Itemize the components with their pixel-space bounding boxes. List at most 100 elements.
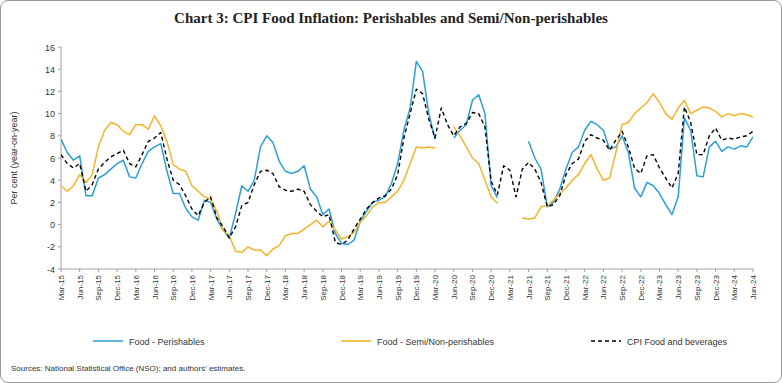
- chart: Chart 3: CPI Food Inflation: Perishables…: [1, 1, 781, 382]
- x-tick: [696, 269, 697, 272]
- y-tick: [58, 69, 61, 70]
- x-tick-label: Jun-24: [749, 274, 758, 299]
- x-tick: [360, 269, 361, 272]
- x-tick-label: Mar-24: [730, 274, 739, 300]
- legend-label: CPI Food and beverages: [627, 337, 728, 347]
- x-tick-label: Dec-16: [188, 274, 197, 300]
- x-tick-label: Mar-16: [132, 274, 141, 300]
- x-tick: [622, 269, 623, 272]
- x-tick: [491, 269, 492, 272]
- x-tick: [509, 269, 510, 272]
- x-tick-label: Sep-18: [319, 274, 328, 300]
- x-tick-label: Jun-21: [525, 274, 534, 299]
- y-tick-label: -2: [47, 242, 55, 252]
- x-tick: [61, 269, 62, 272]
- x-tick-label: Jun-17: [225, 274, 234, 299]
- x-tick: [266, 269, 267, 272]
- y-tick: [58, 202, 61, 203]
- x-tick: [304, 269, 305, 272]
- x-tick: [734, 269, 735, 272]
- y-tick-label: 6: [50, 154, 55, 164]
- x-tick-label: Sep-20: [468, 274, 477, 300]
- x-tick-label: Sep-21: [543, 274, 552, 300]
- x-tick: [584, 269, 585, 272]
- y-tick: [58, 91, 61, 92]
- y-tick: [58, 113, 61, 114]
- title: Chart 3: CPI Food Inflation: Perishables…: [174, 10, 608, 26]
- x-tick: [248, 269, 249, 272]
- x-axis-line: [61, 269, 753, 270]
- y-tick-label: 4: [50, 176, 55, 186]
- y-tick: [58, 47, 61, 48]
- source-note: Sources: National Statistical Office (NS…: [11, 364, 245, 373]
- legend-swatch: [341, 340, 371, 342]
- x-tick: [528, 269, 529, 272]
- x-tick: [453, 269, 454, 272]
- x-tick-label: Mar-20: [431, 274, 440, 300]
- x-tick: [285, 269, 286, 272]
- y-tick-label: 8: [50, 131, 55, 141]
- x-tick: [117, 269, 118, 272]
- x-tick-label: Mar-15: [57, 274, 66, 300]
- y-tick: [58, 180, 61, 181]
- x-tick: [98, 269, 99, 272]
- x-tick-label: Jun-20: [450, 274, 459, 299]
- x-tick-label: Mar-19: [356, 274, 365, 300]
- series-line: [61, 89, 753, 244]
- x-tick: [678, 269, 679, 272]
- y-tick: [58, 135, 61, 136]
- x-tick-label: Jun-22: [599, 274, 608, 299]
- series-line: [61, 61, 753, 244]
- x-tick-label: Jun-19: [375, 274, 384, 299]
- y-tick-label: 12: [45, 87, 55, 97]
- legend-swatch: [591, 340, 621, 342]
- x-tick-label: Jun-15: [76, 274, 85, 299]
- series-line: [61, 94, 753, 256]
- x-tick: [603, 269, 604, 272]
- x-tick-label: Dec-17: [263, 274, 272, 300]
- x-tick: [378, 269, 379, 272]
- x-tick-label: Dec-20: [487, 274, 496, 300]
- chart-frame: {"chart_data": { "type": "line", "title"…: [0, 0, 782, 383]
- y-tick-label: 2: [50, 198, 55, 208]
- legend-label: Food - Perishables: [129, 337, 205, 347]
- x-tick-label: Sep-22: [618, 274, 627, 300]
- x-tick: [229, 269, 230, 272]
- x-tick-label: Sep-16: [169, 274, 178, 300]
- x-tick-label: Mar-22: [581, 274, 590, 300]
- x-tick: [416, 269, 417, 272]
- x-tick-label: Dec-15: [113, 274, 122, 300]
- x-tick: [210, 269, 211, 272]
- y-tick: [58, 224, 61, 225]
- x-tick: [79, 269, 80, 272]
- x-tick-label: Mar-23: [655, 274, 664, 300]
- x-tick: [135, 269, 136, 272]
- x-tick: [341, 269, 342, 272]
- x-tick: [173, 269, 174, 272]
- x-tick-label: Jun-16: [151, 274, 160, 299]
- x-tick-label: Dec-19: [412, 274, 421, 300]
- legend-label: Food - Semi/Non-perishables: [377, 337, 495, 347]
- x-tick: [565, 269, 566, 272]
- x-tick-label: Sep-19: [394, 274, 403, 300]
- x-tick-label: Mar-21: [506, 274, 515, 300]
- y-tick-label: 0: [50, 220, 55, 230]
- y-tick-label: 14: [45, 65, 55, 75]
- x-tick: [715, 269, 716, 272]
- x-tick-label: Sep-23: [693, 274, 702, 300]
- x-tick-label: Mar-17: [207, 274, 216, 300]
- x-tick: [472, 269, 473, 272]
- legend-swatch: [93, 340, 123, 342]
- x-tick-label: Jun-23: [674, 274, 683, 299]
- x-tick: [154, 269, 155, 272]
- y-axis-label: Per cent (year-on-year): [9, 111, 19, 204]
- x-tick: [397, 269, 398, 272]
- x-tick: [322, 269, 323, 272]
- x-tick: [640, 269, 641, 272]
- x-tick-label: Jun-18: [300, 274, 309, 299]
- x-tick: [191, 269, 192, 272]
- x-tick: [547, 269, 548, 272]
- x-tick-label: Mar-18: [281, 274, 290, 300]
- y-tick: [58, 269, 61, 270]
- y-tick: [58, 158, 61, 159]
